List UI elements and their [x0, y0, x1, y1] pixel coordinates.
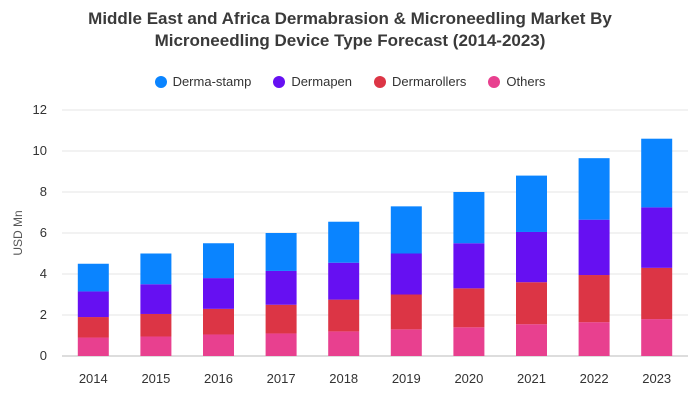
- x-tick-label: 2019: [392, 371, 421, 386]
- bar-segment-dermarollers-2021: [516, 282, 547, 325]
- bar-segment-others-2022: [578, 322, 610, 356]
- bar-segment-others-2016: [203, 334, 234, 356]
- bar-segment-derma-stamp-2022: [578, 158, 610, 220]
- bar-segment-dermarollers-2017: [265, 304, 297, 334]
- bar-segment-dermarollers-2016: [203, 308, 234, 335]
- bar-segment-dermapen-2023: [641, 207, 673, 268]
- y-tick-label: 4: [40, 266, 47, 281]
- y-tick-label: 8: [40, 184, 47, 199]
- bar-segment-derma-stamp-2021: [516, 175, 547, 232]
- legend-item[interactable]: Dermarollers: [374, 74, 466, 89]
- legend-swatch-icon: [488, 75, 501, 88]
- bar-segment-others-2023: [641, 319, 673, 356]
- bar-segment-dermarollers-2014: [77, 317, 109, 338]
- x-tick-label: 2023: [642, 371, 671, 386]
- bar-segment-derma-stamp-2016: [203, 243, 234, 279]
- bar-segment-others-2017: [265, 333, 297, 356]
- bar-segment-dermarollers-2023: [641, 267, 673, 320]
- bar-segment-others-2015: [140, 336, 172, 356]
- legend-swatch-icon: [154, 75, 167, 88]
- legend-swatch-icon: [374, 75, 387, 88]
- legend-item[interactable]: Dermapen: [273, 74, 352, 89]
- bar-segment-dermapen-2022: [578, 219, 610, 276]
- bar-segment-others-2020: [453, 327, 485, 356]
- y-tick-label: 2: [40, 307, 47, 322]
- bar-segment-others-2014: [77, 337, 109, 356]
- y-tick-label: 12: [33, 102, 47, 117]
- chart-title: Middle East and Africa Dermabrasion & Mi…: [0, 8, 700, 52]
- bar-segment-dermapen-2015: [140, 284, 172, 314]
- x-tick-label: 2016: [204, 371, 233, 386]
- legend-label: Dermapen: [291, 74, 353, 89]
- bar-segment-derma-stamp-2023: [641, 138, 673, 208]
- bar-segment-others-2021: [516, 324, 547, 356]
- bar-segment-derma-stamp-2015: [140, 253, 172, 285]
- x-tick-label: 2022: [580, 371, 609, 386]
- bar-segment-others-2018: [328, 331, 360, 356]
- y-tick-label: 10: [33, 143, 47, 158]
- bar-segment-dermapen-2020: [453, 243, 485, 289]
- bar-segment-dermarollers-2019: [390, 294, 422, 330]
- bar-segment-dermarollers-2020: [453, 288, 485, 328]
- x-tick-label: 2017: [267, 371, 296, 386]
- x-tick-label: 2020: [454, 371, 483, 386]
- bar-segment-dermarollers-2015: [140, 313, 172, 337]
- x-tick-label: 2021: [517, 371, 546, 386]
- bar-segment-dermapen-2021: [516, 231, 547, 283]
- legend-item[interactable]: Derma-stamp: [154, 74, 252, 89]
- bar-segment-others-2019: [390, 329, 422, 356]
- bar-segment-derma-stamp-2018: [328, 221, 360, 263]
- bar-segment-derma-stamp-2019: [390, 206, 422, 254]
- y-tick-label: 0: [40, 348, 47, 363]
- bar-segment-derma-stamp-2017: [265, 233, 297, 271]
- bar-segment-dermapen-2016: [203, 278, 234, 309]
- chart-title-line-2: Microneedling Device Type Forecast (2014…: [154, 31, 546, 50]
- legend-swatch-icon: [273, 75, 286, 88]
- bar-segment-dermarollers-2018: [328, 299, 360, 332]
- x-tick-label: 2014: [79, 371, 108, 386]
- chart-legend: Derma-stamp Dermapen Dermarollers Others: [0, 74, 700, 89]
- bar-segment-dermapen-2017: [265, 270, 297, 305]
- bar-segment-dermapen-2014: [77, 291, 109, 318]
- bar-segment-dermapen-2018: [328, 262, 360, 300]
- chart-title-line-1: Middle East and Africa Dermabrasion & Mi…: [88, 9, 612, 28]
- legend-item[interactable]: Others: [488, 74, 545, 89]
- y-tick-label: 6: [40, 225, 47, 240]
- x-tick-label: 2015: [141, 371, 170, 386]
- legend-label: Others: [506, 74, 546, 89]
- bar-segment-dermapen-2019: [390, 253, 422, 295]
- bar-segment-derma-stamp-2020: [453, 192, 485, 244]
- legend-label: Dermarollers: [392, 74, 467, 89]
- legend-label: Derma-stamp: [172, 74, 252, 89]
- y-axis-title: USD Mn: [11, 210, 25, 255]
- bar-segment-dermarollers-2022: [578, 275, 610, 323]
- x-tick-label: 2018: [329, 371, 358, 386]
- bar-segment-derma-stamp-2014: [77, 263, 109, 292]
